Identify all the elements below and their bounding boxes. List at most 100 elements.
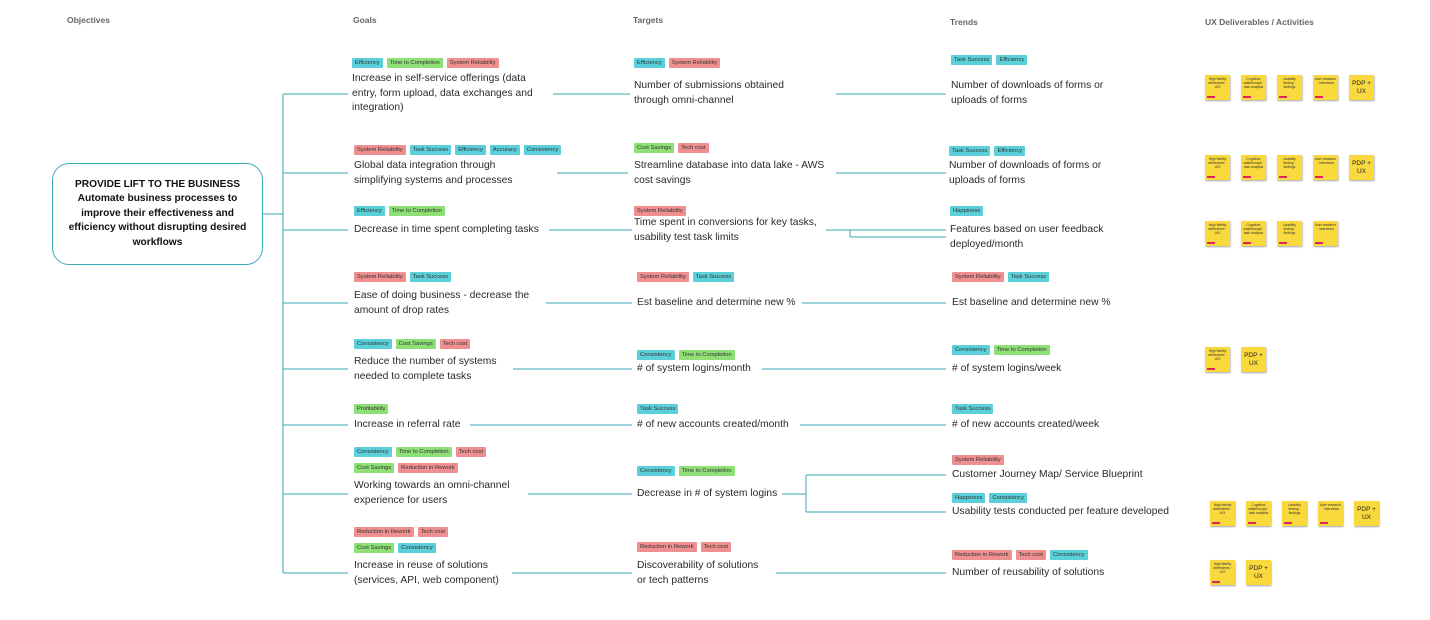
sticky-note[interactable]: High fidelity wireframes · UIX <box>1205 347 1230 372</box>
goal-3-text: Decrease in time spent completing tasks <box>354 224 539 235</box>
tag-time-to-completion: Time to Completion <box>993 345 1050 355</box>
target-4-text: Est baseline and determine new % <box>637 297 796 308</box>
sticky-note[interactable]: User research · interviews <box>1318 501 1343 526</box>
tag-task-success: Task Success <box>952 404 994 414</box>
tag-system-reliability: System Reliability <box>637 272 689 282</box>
sticky-note[interactable]: Cognitive walkthrough · task analysis <box>1241 221 1266 246</box>
tag-system-reliability: System Reliability <box>354 145 406 155</box>
goal-1-text: Increase in self-service offerings (data… <box>352 73 533 113</box>
tag-consistency: Consistency <box>354 447 392 457</box>
goal-5-tags: Consistency Cost Savings Tech cost <box>354 339 471 349</box>
tag-reduction-in-rework: Reduction in Rework <box>354 527 414 537</box>
trend-8-1-text: Number of reusability of solutions <box>952 567 1105 578</box>
goal-7-tags: Consistency Time to Completion Tech cost <box>354 447 487 457</box>
tag-cost-savings: Cost Savings <box>395 339 436 349</box>
objective-text: Automate business processes to improve t… <box>68 193 247 248</box>
tag-consistency: Consistency <box>989 493 1027 503</box>
goal-3-tags: Efficiency Time to Completion <box>354 206 445 216</box>
sticky-note-marker <box>1243 242 1251 244</box>
tag-efficiency: Efficiency <box>634 58 665 68</box>
tag-consistency: Consistency <box>354 339 392 349</box>
tag-time-to-completion: Time to Completion <box>678 350 735 360</box>
sticky-note[interactable]: High fidelity wireframes · UIX <box>1210 501 1235 526</box>
sticky-note[interactable]: Usability testing · findings <box>1277 75 1302 100</box>
sticky-note[interactable]: High fidelity wireframes · UIX <box>1205 155 1230 180</box>
sticky-note[interactable]: User research · interviews <box>1313 155 1338 180</box>
target-1-tags: Efficiency System Reliability <box>634 58 721 68</box>
objective-card[interactable]: PROVIDE LIFT TO THE BUSINESS Automate bu… <box>52 163 263 265</box>
sticky-note-marker <box>1212 522 1220 524</box>
sticky-note-marker <box>1284 522 1292 524</box>
sticky-note[interactable]: High fidelity wireframes · UIX <box>1205 221 1230 246</box>
sticky-note-marker <box>1320 522 1328 524</box>
tag-system-reliability: System Reliability <box>446 58 499 68</box>
tag-task-success: Task Success <box>692 272 735 282</box>
tag-time-to-completion: Time to Completion <box>678 466 735 476</box>
tag-system-reliability: System Reliability <box>668 58 721 68</box>
tag-task-success: Task Success <box>951 55 993 65</box>
target-4-tags: System Reliability Task Success <box>637 272 735 282</box>
sticky-note[interactable]: Usability testing · findings <box>1277 155 1302 180</box>
tag-system-reliability: System Reliability <box>354 272 406 282</box>
sticky-note[interactable]: Cognitive walkthrough · task analysis <box>1246 501 1271 526</box>
sticky-note[interactable]: PDP + UX <box>1349 155 1374 180</box>
tag-time-to-completion: Time to Completion <box>386 58 443 68</box>
tag-happiness: Happiness <box>950 206 984 216</box>
goal-2-tags: System Reliability Task Success Efficiency… <box>354 145 562 155</box>
header-ux-deliverables: UX Deliverables / Activities <box>1205 17 1314 27</box>
goal-6-tags: Profitability <box>354 404 389 414</box>
tag-system-reliability: System Reliability <box>952 455 1004 465</box>
target-2-text: Streamline database into data lake - AWS… <box>634 160 825 186</box>
target-7-tags: Consistency Time to Completion <box>637 466 735 476</box>
sticky-note-marker <box>1207 242 1215 244</box>
tag-tech-cost: Tech cost <box>417 527 448 537</box>
tag-system-reliability: System Reliability <box>634 206 686 216</box>
sticky-note-marker <box>1207 176 1215 178</box>
sticky-note[interactable]: PDP + UX <box>1354 501 1379 526</box>
sticky-note[interactable]: PDP + UX <box>1349 75 1374 100</box>
ux-notes-row-1: High fidelity wireframes · UIX Cognitive … <box>1205 75 1374 100</box>
sticky-note[interactable]: Cognitive walkthrough · task analysis <box>1241 155 1266 180</box>
target-6-tags: Task Success <box>637 404 679 414</box>
sticky-note-marker <box>1315 96 1323 98</box>
tag-consistency: Consistency <box>637 466 675 476</box>
tag-task-success: Task Success <box>409 145 452 155</box>
goal-1-tags: Efficiency Time to Completion System Relia… <box>352 58 499 68</box>
tag-efficiency: Efficiency <box>352 58 383 68</box>
sticky-note[interactable]: Usability testing · findings <box>1282 501 1307 526</box>
sticky-note[interactable]: User research · interviews <box>1313 75 1338 100</box>
trend-6-1-tags: Task Success <box>952 404 994 414</box>
tag-reduction-in-rework: Reduction in Rework <box>398 463 458 473</box>
goal-7-tags: Cost Savings Reduction in Rework <box>354 463 458 473</box>
trend-3-1-tags: Happiness <box>950 206 984 216</box>
trend-6-1-text: # of new accounts created/week <box>952 419 1100 430</box>
goal-2-text: Global data integration through simplifyi… <box>354 160 513 186</box>
trend-2-1-text: Number of downloads of forms or uploads o… <box>949 160 1102 186</box>
sticky-note[interactable]: High fidelity wireframes · UIX <box>1210 560 1235 585</box>
goal-4-text: Ease of doing business - decrease the amo… <box>354 290 530 316</box>
sticky-note[interactable]: High fidelity wireframes · UIX <box>1205 75 1230 100</box>
sticky-note[interactable]: PDP + UX <box>1241 347 1266 372</box>
sticky-note[interactable]: PDP + UX <box>1246 560 1271 585</box>
tag-accuracy: Accuracy <box>489 145 520 155</box>
target-3-tags: System Reliability <box>634 206 686 216</box>
sticky-note-marker <box>1279 176 1287 178</box>
ux-notes-row-8: High fidelity wireframes · UIX PDP + UX <box>1210 560 1271 585</box>
trend-7-1-text: Customer Journey Map/ Service Blueprint <box>952 469 1143 480</box>
sticky-note-marker <box>1315 176 1323 178</box>
header-targets: Targets <box>633 15 664 25</box>
sticky-note[interactable]: Cognitive walkthrough · task analysis <box>1241 75 1266 100</box>
tag-profitability: Profitability <box>354 404 389 414</box>
goal-8-tags: Reduction in Rework Tech cost <box>354 527 448 537</box>
tag-tech-cost: Tech cost <box>700 542 731 552</box>
header-trends: Trends <box>950 17 978 27</box>
sticky-note[interactable]: Usability testing · findings <box>1277 221 1302 246</box>
objective-title: PROVIDE LIFT TO THE BUSINESS <box>74 178 241 190</box>
tag-task-success: Task Success <box>637 404 679 414</box>
tag-efficiency: Efficiency <box>994 146 1026 156</box>
sticky-note[interactable]: User research · interviews <box>1313 221 1338 246</box>
tag-reduction-in-rework: Reduction in Rework <box>637 542 697 552</box>
trend-2-1-tags: Task Success Efficiency <box>949 146 1026 156</box>
tag-time-to-completion: Time to Completion <box>395 447 452 457</box>
